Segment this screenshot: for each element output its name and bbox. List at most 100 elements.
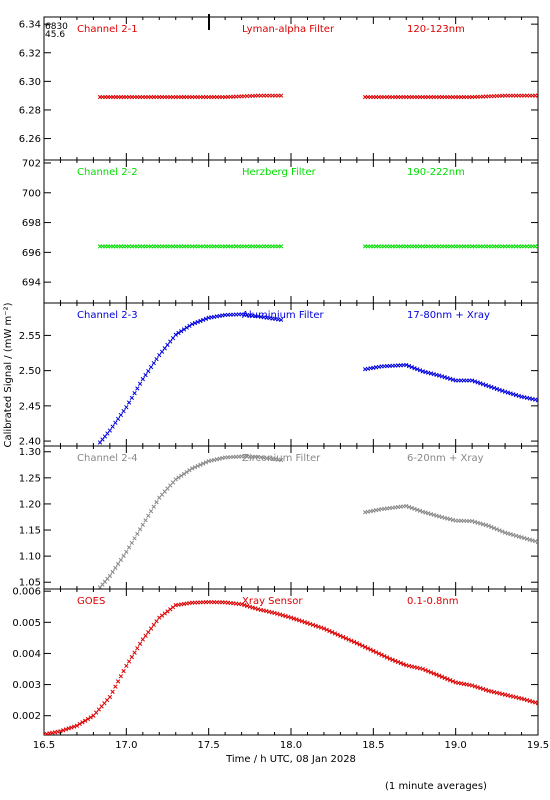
data-point [154, 619, 159, 624]
data-point [192, 465, 198, 470]
data-point [69, 725, 74, 730]
panel-band-label: 190-222nm [407, 167, 465, 178]
data-point [192, 320, 198, 326]
data-point [107, 694, 113, 700]
data-point [146, 513, 151, 518]
data-point [146, 368, 151, 374]
data-point [154, 500, 159, 505]
data-point [297, 618, 302, 623]
x-tick-label: 17.5 [198, 740, 220, 751]
data-point [88, 715, 93, 720]
data-point [406, 363, 412, 369]
data-point [316, 624, 321, 629]
data-point [107, 428, 113, 433]
data-point [426, 669, 431, 674]
data-point [491, 525, 497, 531]
data-point [179, 329, 184, 334]
data-point [406, 504, 412, 510]
data-point [335, 632, 340, 637]
data-point [135, 386, 140, 391]
y-axis-title: Calibrated Signal / (mW m⁻²) [3, 302, 14, 447]
data-point [442, 675, 447, 681]
data-point [170, 335, 176, 341]
data-point [179, 473, 184, 478]
panel-channel-label: Channel 2-3 [77, 310, 138, 321]
data-point [469, 378, 475, 383]
y-tick-label: 2.40 [19, 437, 41, 448]
panel-frame [43, 159, 539, 304]
data-point [63, 727, 69, 732]
data-point [330, 630, 335, 635]
y-tick-label: 0.003 [12, 680, 41, 691]
data-point [365, 646, 370, 651]
data-point [299, 619, 305, 624]
data-point [135, 531, 140, 537]
data-point [415, 367, 420, 372]
data-point [146, 630, 151, 635]
data-point [154, 356, 159, 362]
data-point [126, 545, 132, 550]
data-point [140, 522, 145, 527]
data-series-group [97, 454, 538, 589]
y-tick-label: 2.55 [19, 331, 41, 342]
data-point [417, 508, 423, 513]
data-point [77, 721, 82, 727]
panel-channel-label: Channel 2-4 [77, 453, 138, 464]
data-point [450, 679, 456, 684]
data-point [535, 244, 538, 249]
data-point [137, 641, 143, 646]
panel-channel-label: Channel 2-2 [77, 167, 138, 178]
data-point [431, 671, 436, 676]
data-point [305, 620, 310, 626]
x-tick-label: 18.0 [280, 740, 302, 751]
data-point [113, 420, 118, 425]
data-point [387, 656, 392, 661]
panel-filter-label: Lyman-alpha Filter [242, 24, 335, 35]
panel-band-label: 17-80nm + Xray [407, 310, 490, 321]
data-point [393, 658, 398, 664]
data-point [384, 655, 390, 660]
data-point [203, 316, 209, 322]
y-tick-label: 698 [22, 218, 41, 229]
data-point [423, 667, 428, 673]
data-point [110, 569, 115, 575]
data-series-group [97, 312, 538, 445]
data-point [373, 650, 379, 655]
data-point [291, 616, 296, 621]
data-point [278, 317, 284, 323]
data-point [140, 376, 145, 382]
y-tick-label: 2.45 [19, 401, 41, 412]
data-point [135, 646, 140, 651]
data-point [417, 368, 423, 373]
data-point [294, 617, 299, 622]
data-point [110, 689, 115, 694]
data-point [129, 395, 134, 401]
data-point [535, 398, 538, 403]
y-tick-label: 1.25 [19, 473, 41, 484]
data-point [489, 524, 494, 530]
data-point [110, 424, 115, 429]
data-point [83, 718, 88, 723]
y-tick-label: 1.20 [19, 499, 41, 510]
data-point [126, 400, 132, 405]
data-point [118, 412, 123, 418]
y-tick-label: 0.002 [12, 711, 41, 722]
data-point [415, 507, 420, 512]
data-point [535, 93, 538, 98]
y-tick-label: 700 [22, 188, 41, 199]
data-point [486, 383, 491, 389]
data-point [491, 385, 497, 391]
data-point [187, 468, 192, 473]
data-point [143, 633, 148, 638]
data-point [66, 726, 71, 731]
y-tick-label: 702 [22, 158, 41, 169]
panel-band-label: 120-123nm [407, 24, 465, 35]
panel-channel-label: Channel 2-1 [77, 24, 138, 35]
data-point [535, 701, 538, 706]
data-point [332, 631, 338, 636]
data-point [376, 651, 381, 656]
data-point [472, 684, 478, 689]
data-point [486, 523, 491, 529]
data-point [288, 615, 294, 620]
